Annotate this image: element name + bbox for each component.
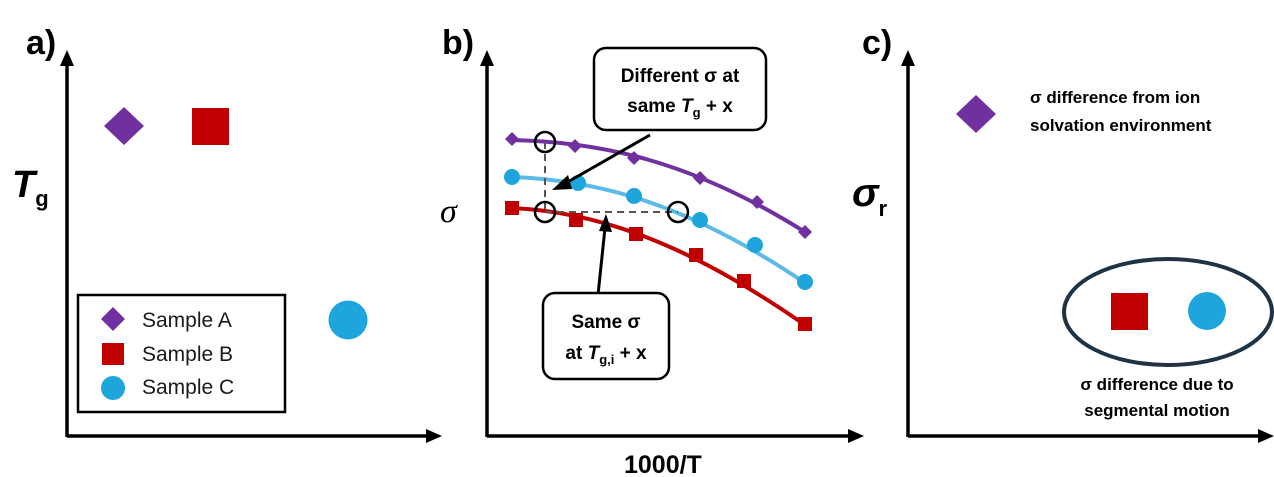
sample-a-points — [505, 132, 812, 239]
sample-a-curve — [511, 138, 807, 234]
sample-c-point — [504, 169, 520, 185]
sample-b-point — [737, 274, 751, 288]
sample-b-square-marker — [192, 108, 229, 145]
callout-bottom-line2-sub: g,i — [599, 352, 614, 367]
note-bottom-line2: segmental motion — [1084, 401, 1229, 420]
panel-b-x-arrowhead — [848, 429, 864, 443]
grouping-ellipse — [1062, 257, 1274, 367]
sample-c-circle-marker — [328, 300, 368, 340]
callout-bottom-arrowhead — [599, 214, 612, 232]
callout-top-line2-suffix: + x — [701, 96, 734, 117]
panel-a-y-title-main: T — [12, 164, 38, 206]
sample-a-point — [505, 132, 519, 146]
sample-b-square-marker — [1111, 293, 1148, 330]
sample-c-point — [797, 274, 813, 290]
sample-b-point — [569, 213, 583, 227]
panel-a-label: a) — [26, 24, 56, 62]
panel-b-x-title: 1000/T — [624, 451, 702, 477]
callout-bottom-line2: at Tg,i + x — [565, 343, 647, 367]
callout-top-line2-T: T — [681, 96, 694, 117]
note-top-line2: solvation environment — [1030, 116, 1212, 135]
sample-a-point — [568, 139, 582, 153]
sample-c-curve — [511, 175, 807, 285]
panel-c-x-arrowhead — [1258, 429, 1274, 443]
sample-c-point — [626, 188, 642, 204]
callout-bottom-line1: Same σ — [572, 312, 641, 333]
legend-label-sample-a: Sample A — [142, 309, 232, 332]
callout-bottom-line2-T: T — [588, 343, 601, 364]
panel-a-x-arrowhead — [426, 429, 442, 443]
panel-c-label: c) — [862, 24, 892, 62]
sample-a-point — [798, 225, 812, 239]
sample-a-diamond-marker — [956, 95, 996, 133]
sample-a-point — [627, 151, 641, 165]
panel-a-y-title-sub: g — [35, 186, 48, 211]
sample-c-points — [504, 169, 813, 290]
sample-b-points — [505, 201, 812, 331]
open-circle-marker — [533, 200, 557, 224]
callout-bottom-line2-prefix: at — [565, 343, 587, 364]
open-circle-marker — [666, 200, 690, 224]
panel-a-y-title: Tg — [12, 164, 49, 211]
panel-c-y-arrowhead — [901, 50, 915, 66]
callout-bottom-box — [541, 291, 671, 381]
panel-c-y-title-sub: r — [879, 196, 888, 221]
callout-top-arrowhead — [552, 175, 572, 190]
panel-a-y-arrowhead — [60, 50, 74, 66]
sample-c-point — [692, 212, 708, 228]
callout-top-line1: Different σ at — [621, 66, 740, 87]
callout-top-arrow — [565, 133, 651, 185]
sample-a-point — [750, 195, 764, 209]
sample-c-circle-marker — [1188, 292, 1226, 330]
legend-circle-icon — [101, 376, 125, 400]
panel-b-label: b) — [442, 24, 474, 62]
panel-b-y-title: σ — [440, 193, 458, 230]
note-bottom-line1: σ difference due to — [1080, 375, 1233, 394]
open-circle-marker — [533, 130, 557, 154]
legend-diamond-icon — [101, 307, 125, 331]
note-top-line1: σ difference from ion — [1030, 88, 1200, 107]
sample-b-point — [629, 227, 643, 241]
panel-a: a) Tg Sample A Sample B Sample C — [12, 24, 442, 443]
sample-b-point — [798, 317, 812, 331]
callout-bottom-line2-suffix: + x — [614, 343, 647, 364]
panel-c: c) σr σ difference from ion solvation en… — [852, 24, 1274, 443]
panel-b: b) σ 1000/T — [440, 24, 864, 477]
callout-top-line2-prefix: same — [627, 96, 681, 117]
sample-a-point — [693, 171, 707, 185]
callout-top-line2: same Tg + x — [627, 96, 733, 120]
sample-b-point — [505, 201, 519, 215]
callout-top-box — [592, 46, 768, 132]
sample-c-point — [747, 237, 763, 253]
callout-top-line2-sub: g — [693, 105, 701, 120]
callout-bottom-arrow — [596, 227, 607, 296]
panel-c-y-title-main: σ — [852, 171, 880, 215]
sample-b-point — [689, 248, 703, 262]
legend: Sample A Sample B Sample C — [76, 293, 287, 414]
panel-c-y-title: σr — [852, 171, 888, 221]
panel-b-y-arrowhead — [480, 50, 494, 66]
legend-label-sample-c: Sample C — [142, 376, 234, 399]
sample-a-diamond-marker — [104, 107, 144, 145]
legend-square-icon — [102, 343, 124, 365]
legend-label-sample-b: Sample B — [142, 343, 233, 366]
